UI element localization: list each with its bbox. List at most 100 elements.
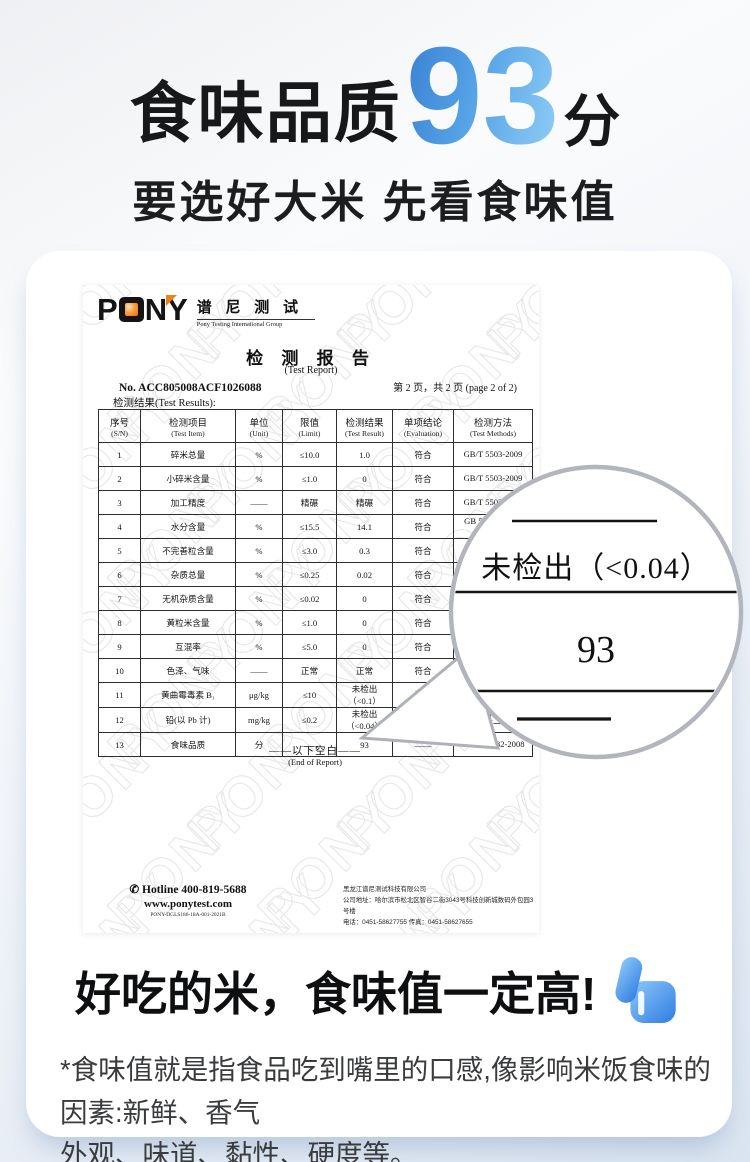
- table-cell: 小碎米含量: [140, 466, 236, 491]
- table-cell: 黄粒米含量: [140, 610, 236, 635]
- table-cell: 精碾: [336, 490, 393, 515]
- table-cell: 符合: [392, 658, 454, 683]
- table-cell: 加工精度: [140, 490, 236, 515]
- table-row: 5 不完善粒含量% ≤3.0 0.3 符合 GB/T 5: [98, 538, 533, 563]
- table-header-cell: 检测方法 (Test Methods): [453, 409, 533, 443]
- table-cell: 5: [98, 538, 141, 563]
- report-paper: PONY PONY PONY PONY PONY PONY PONY PONY PONY PONY…: [83, 285, 539, 933]
- end-note-en: (End of Report): [288, 757, 342, 767]
- results-table-body: 1 碎米总量% ≤10.0 1.0 符合 GB/T 5503-2009 2 小碎米含量% ≤1.…: [98, 442, 533, 757]
- table-header-cell: 单位 (Unit): [235, 409, 283, 443]
- results-table-head: 序号 (S/N) 检测项目 (Test Item) 单位 (Unit) 限值 (Limit) 检…: [98, 409, 533, 443]
- table-cell: [453, 634, 533, 659]
- table-cell: 7: [98, 586, 141, 611]
- brand-name-cn: 谱 尼 测 试: [196, 300, 304, 316]
- table-header-cell: 序号 (S/N): [98, 409, 141, 443]
- brand-block: 谱 尼 测 试 Pony Testing International Group: [196, 294, 315, 328]
- bottom-headline: 好吃的米，食味值一定高!: [75, 968, 597, 1020]
- table-row: 8 黄粒米含量% ≤1.0 0 符合: [98, 610, 533, 635]
- logo-orange-triangle-icon: [166, 295, 178, 306]
- score-line: 食味品质 93 分: [0, 0, 750, 164]
- table-cell: 不完善粒含量: [140, 538, 236, 563]
- table-row: 2 小碎米含量% ≤1.0 0 符合 GB/T 5503-2009: [98, 466, 533, 491]
- report-card: PONY PONY PONY PONY PONY PONY PONY PONY PONY PONY…: [26, 251, 732, 1162]
- table-cell: [392, 707, 454, 733]
- table-cell: %: [235, 586, 283, 611]
- phone-icon: ✆: [129, 884, 143, 896]
- table-cell: 0.3: [336, 538, 393, 563]
- paper-footer-right: 黑龙江谱尼测试科技有限公司 公司地址：哈尔滨市松北区智谷二街3043号科技创新城…: [343, 885, 535, 929]
- hotline: ✆ Hotline 400-819-5688: [129, 884, 247, 896]
- table-cell: %: [235, 466, 283, 491]
- table-cell: 1: [98, 442, 141, 467]
- table-cell: 符合: [392, 466, 454, 491]
- table-cell: %: [235, 634, 283, 659]
- table-cell: 分: [235, 732, 283, 757]
- table-cell: GB/T 5: [453, 538, 533, 563]
- table-cell: ≤1.0: [282, 610, 337, 635]
- table-cell: 正常: [282, 658, 337, 683]
- table-cell: ≤0.25: [282, 562, 337, 587]
- website-link: www.ponytest.com: [144, 898, 232, 910]
- table-cell: 符合: [392, 442, 454, 467]
- table-cell: [453, 682, 533, 708]
- table-cell: %: [235, 538, 283, 563]
- table-cell: 符合: [392, 586, 454, 611]
- table-cell: 未检出（<0.1）: [336, 682, 393, 708]
- table-cell: %: [235, 562, 283, 587]
- table-cell: ≤10.0: [282, 442, 337, 467]
- table-cell: 水分含量: [140, 514, 236, 539]
- table-cell: 10: [98, 658, 141, 683]
- brand-name-en: Pony Testing International Group: [196, 319, 315, 328]
- table-cell: 正常: [336, 658, 393, 683]
- table-cell: 符合: [392, 514, 454, 539]
- table-cell: %: [235, 514, 283, 539]
- table-cell: 未检出（<0.04）: [336, 707, 393, 733]
- report-number: No. ACC805008ACF1026088: [119, 382, 262, 394]
- table-header-cell: 检测项目 (Test Item): [140, 409, 236, 443]
- table-cell: ≤3.0: [282, 538, 337, 563]
- table-cell: GB/T 5502-2018: [453, 490, 533, 515]
- footnote: *食味值就是指食品吃到嘴里的口感,像影响米饭食味的因素:新鲜、香气 外观、味道、…: [60, 1049, 728, 1162]
- table-cell: 互混率: [140, 634, 236, 659]
- table-cell: 符合: [392, 490, 454, 515]
- footnote-line1: *食味值就是指食品吃到嘴里的口感,像影响米饭食味的因素:新鲜、香气: [60, 1054, 711, 1128]
- table-cell: 11: [98, 682, 141, 708]
- table-cell: 精碾: [282, 490, 337, 515]
- table-cell: mg/kg: [235, 707, 283, 733]
- logo-letter-y: Y: [166, 292, 188, 327]
- table-row: 10 色泽、气味 —— 正常 正常 符合: [98, 658, 533, 683]
- table-cell: GB/T 5503-2009: [453, 466, 533, 491]
- results-table-wrap: 序号 (S/N) 检测项目 (Test Item) 单位 (Unit) 限值 (Limit) 检…: [98, 409, 533, 757]
- logo-letter-p: P: [97, 292, 118, 327]
- page-info: 第 2 页，共 2 页 (page 2 of 2): [393, 383, 517, 394]
- report-title: 检 测 报 告: [246, 349, 376, 368]
- company-address: 公司地址：哈尔滨市松北区智谷二街3043号科技创新城数码外包园3号楼: [343, 896, 534, 915]
- table-row: 3 加工精度 —— 精碾 精碾 符合 GB/T 5502-2018: [98, 490, 533, 515]
- table-cell: 符合: [392, 682, 454, 708]
- table-cell: %: [235, 610, 283, 635]
- table-cell: 杂质总量: [140, 562, 236, 587]
- footnote-line2: 外观、味道、黏性、硬度等。: [60, 1139, 418, 1162]
- paper-footer-left: ✆ Hotline 400-819-5688 www.ponytest.com …: [103, 882, 273, 918]
- table-cell: 符合: [392, 562, 454, 587]
- table-header-cell: 单项结论 (Evaluation): [392, 409, 454, 443]
- table-cell: ≤1.0: [282, 466, 337, 491]
- table-cell: GB/T 5503-2009: [453, 442, 533, 467]
- header-subtitle: 要选好大米 先看食味值: [132, 178, 618, 227]
- company-name: 黑龙江谱尼测试科技有限公司: [343, 886, 427, 893]
- table-cell: 2: [98, 466, 141, 491]
- table-cell: G: [453, 562, 533, 587]
- table-cell: 碎米总量: [140, 442, 236, 467]
- table-cell: ≤15.5: [282, 514, 337, 539]
- table-cell: 9: [98, 634, 141, 659]
- company-phone: 电话：0451-58627755 传真：0451-58627655: [343, 918, 473, 926]
- thumbs-up-icon: [615, 957, 676, 1023]
- table-cell: 8: [98, 610, 141, 635]
- table-cell: 0: [336, 586, 393, 611]
- table-row: 1 碎米总量% ≤10.0 1.0 符合 GB/T 5503-2009: [98, 442, 533, 467]
- table-cell: ——: [282, 732, 337, 757]
- report-content: P N Y 谱 尼 测 试 Pony Testing International…: [83, 285, 539, 933]
- table-cell: %: [235, 442, 283, 467]
